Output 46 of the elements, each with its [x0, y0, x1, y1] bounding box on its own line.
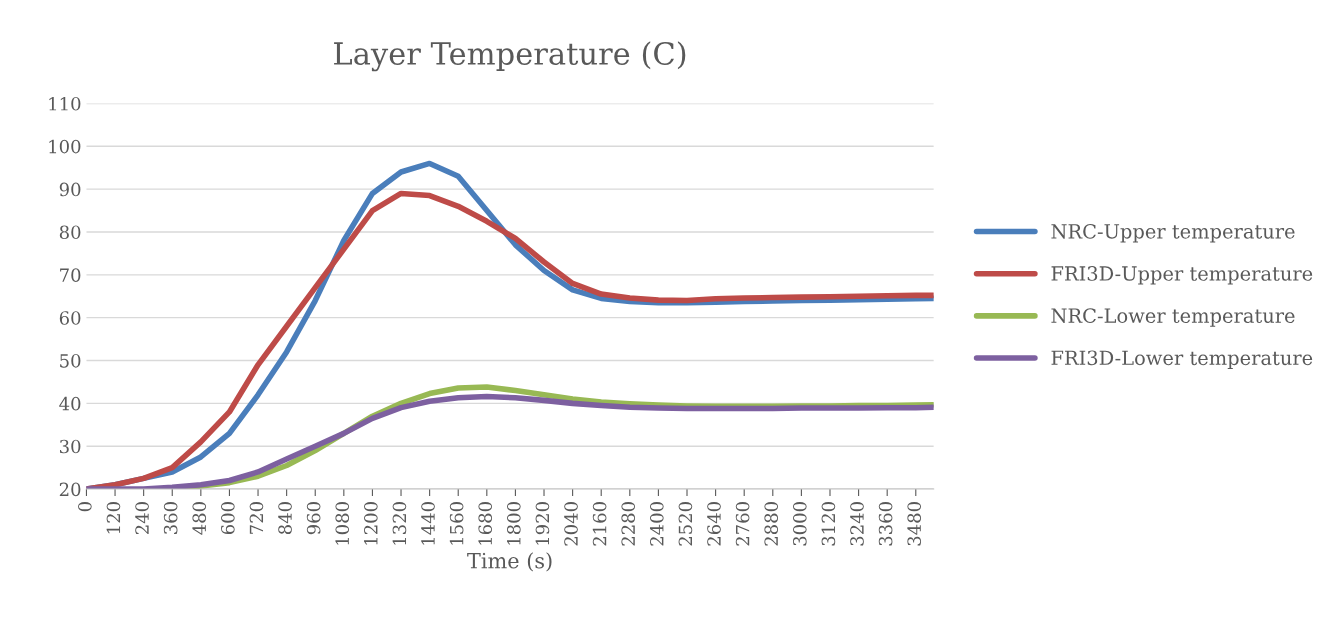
x-tick-label: 120 — [106, 502, 121, 534]
x-tick-label: 240 — [135, 502, 149, 535]
x-tick-label: 3240 — [850, 502, 864, 546]
legend-label: FRI3D-Upper temperature — [1051, 266, 1313, 285]
y-tick-label: 110 — [49, 96, 81, 111]
x-tick-label: 3120 — [821, 502, 836, 546]
x-tick-label: 2880 — [764, 502, 779, 546]
y-tick-label: 90 — [59, 182, 81, 197]
x-tick-label: 2280 — [621, 502, 636, 546]
chart-title: Layer Temperature (C) — [334, 41, 686, 72]
x-tick-label: 1320 — [392, 502, 407, 545]
x-tick-label: 1200 — [364, 502, 378, 545]
y-tick-label: 50 — [60, 353, 81, 368]
x-tick-label: 2400 — [649, 502, 664, 546]
y-tick-label: 40 — [59, 396, 81, 411]
x-axis-title: Time (s) — [467, 552, 552, 572]
x-tick-label: 360 — [163, 502, 178, 534]
x-tick-label: 1800 — [507, 502, 521, 545]
x-tick-label: 1080 — [335, 502, 350, 545]
x-tick-label: 2760 — [735, 502, 750, 546]
x-tick-label: 2640 — [707, 502, 721, 546]
x-tick-label: 1440 — [421, 502, 435, 545]
x-tick-label: 0 — [78, 502, 92, 512]
x-tick-label: 960 — [306, 502, 321, 535]
y-tick-label: 100 — [49, 139, 81, 154]
x-tick-label: 480 — [192, 502, 207, 535]
y-tick-label: 70 — [60, 268, 81, 282]
legend-label: FRI3D-Lower temperature — [1051, 350, 1313, 369]
legend-label: NRC-Lower temperature — [1051, 308, 1295, 327]
x-tick-label: 1680 — [478, 502, 493, 545]
y-tick-label: 80 — [59, 225, 81, 240]
y-tick-label: 60 — [59, 311, 81, 325]
x-tick-label: 3480 — [907, 502, 922, 546]
x-tick-label: 2520 — [678, 502, 693, 546]
legend-label: NRC-Upper temperature — [1051, 223, 1295, 243]
x-tick-label: 2160 — [592, 502, 607, 546]
x-tick-label: 2040 — [564, 502, 578, 546]
x-tick-label: 3360 — [878, 502, 893, 546]
y-tick-label: 30 — [59, 439, 81, 454]
x-tick-label: 1560 — [449, 502, 464, 545]
x-tick-label: 720 — [249, 502, 264, 534]
x-tick-label: 1920 — [535, 502, 550, 545]
x-tick-label: 3000 — [792, 502, 807, 546]
x-tick-label: 840 — [278, 502, 292, 535]
x-tick-label: 600 — [221, 502, 235, 535]
y-tick-label: 20 — [59, 482, 81, 497]
